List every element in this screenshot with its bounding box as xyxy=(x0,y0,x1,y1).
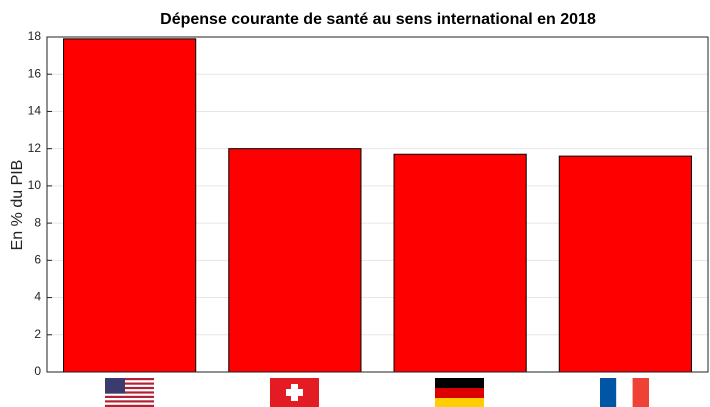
y-tick-label: 12 xyxy=(28,141,42,155)
bar xyxy=(559,156,691,372)
chart-title: Dépense courante de santé au sens intern… xyxy=(160,11,596,28)
bar xyxy=(229,149,361,372)
y-axis-label: En % du PIB xyxy=(9,160,26,251)
chart: Dépense courante de santé au sens intern… xyxy=(0,0,710,407)
y-tick-label: 6 xyxy=(34,253,41,267)
flag-france xyxy=(600,378,649,407)
flag-germany xyxy=(435,378,484,407)
y-tick-label: 2 xyxy=(34,327,41,341)
y-tick-label: 10 xyxy=(28,178,42,192)
bar xyxy=(64,39,196,372)
y-tick-label: 8 xyxy=(34,215,41,229)
flag-usa xyxy=(105,378,154,407)
flag-switzerland xyxy=(270,378,319,407)
y-tick-label: 4 xyxy=(34,290,41,304)
bar xyxy=(394,154,526,372)
y-tick-label: 18 xyxy=(28,29,42,43)
flags xyxy=(105,378,649,407)
y-tick-label: 16 xyxy=(28,66,42,80)
y-tick-label: 0 xyxy=(34,364,41,378)
y-tick-label: 14 xyxy=(28,104,42,118)
